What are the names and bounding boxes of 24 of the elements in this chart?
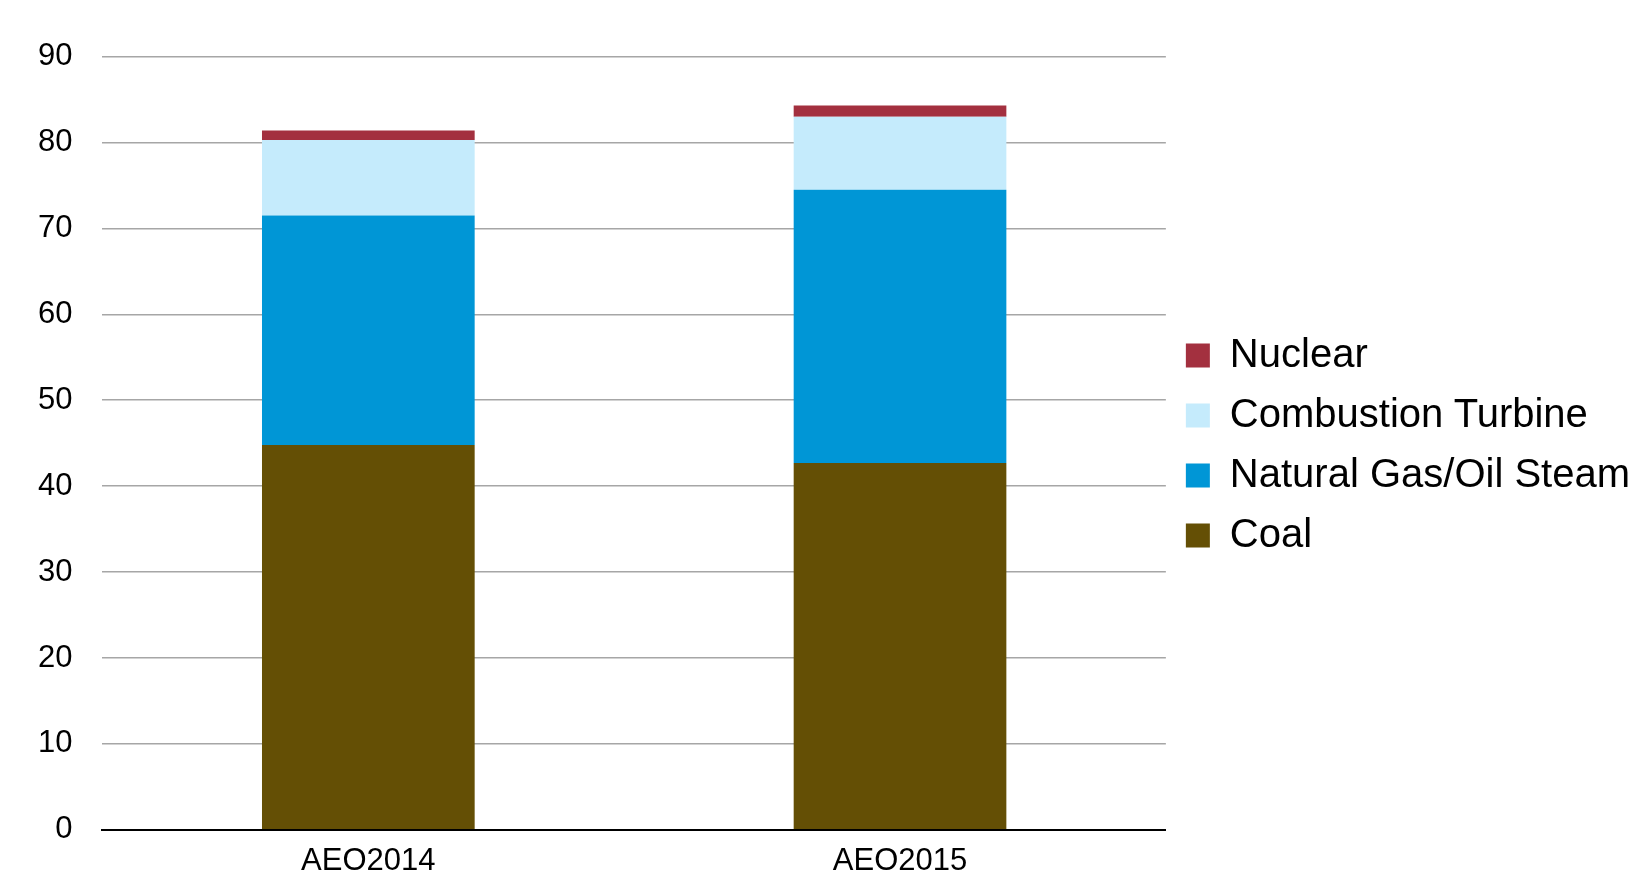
bar [793, 105, 1007, 117]
y-tick-label: 50 [38, 380, 73, 416]
y-tick-label: 20 [38, 638, 73, 674]
legend-label: Nuclear [1229, 330, 1368, 375]
legend-label: Combustion Turbine [1229, 390, 1588, 435]
y-tick-label: 40 [38, 466, 73, 502]
legend-label: Natural Gas/Oil Steam [1229, 450, 1630, 495]
bar [261, 139, 475, 216]
y-tick-label: 30 [38, 552, 73, 588]
y-tick-label: 70 [38, 208, 73, 244]
x-tick-label: AEO2015 [832, 841, 968, 877]
y-tick-label: 90 [38, 37, 73, 73]
y-tick-label: 80 [38, 123, 73, 159]
y-tick-label: 0 [55, 810, 73, 846]
bar [793, 189, 1007, 463]
bar [793, 116, 1007, 190]
bar [261, 130, 475, 140]
bar [261, 215, 475, 445]
y-tick-label: 10 [38, 724, 73, 760]
bar [793, 462, 1007, 830]
bar [261, 444, 475, 830]
x-tick-label: AEO2014 [301, 841, 436, 877]
y-tick-label: 60 [38, 294, 73, 330]
legend-label: Coal [1229, 510, 1313, 555]
